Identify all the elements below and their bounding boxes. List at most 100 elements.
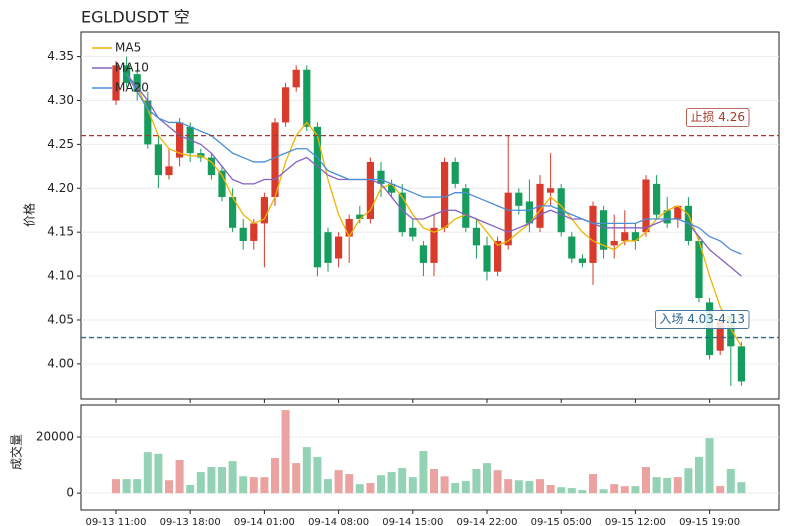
volume-bar xyxy=(398,468,407,494)
volume-bar xyxy=(557,487,566,494)
legend-label: MA20 xyxy=(115,81,149,95)
candle-body xyxy=(642,179,650,233)
y-tick-label: 0 xyxy=(66,486,74,500)
price-panel xyxy=(80,31,780,400)
volume-bar xyxy=(175,460,184,494)
candle-body xyxy=(419,245,427,263)
y-tick-label: 4.30 xyxy=(47,93,74,107)
candle-body xyxy=(377,170,385,184)
volume-bar xyxy=(143,452,152,494)
candle-body xyxy=(165,166,173,176)
candle-body xyxy=(631,232,639,241)
candle-body xyxy=(547,188,555,193)
volume-bar xyxy=(631,486,640,494)
candle-body xyxy=(430,227,438,263)
volume-bar xyxy=(302,447,311,494)
level-label: 入场 4.03-4.13 xyxy=(659,312,745,326)
candle-body xyxy=(727,315,735,347)
volume-bar xyxy=(281,410,290,494)
legend-label: MA10 xyxy=(115,61,149,75)
candle-body xyxy=(695,240,703,299)
y-tick-label: 4.35 xyxy=(47,49,74,63)
level-label: 止损 4.26 xyxy=(690,110,745,124)
legend-label: MA5 xyxy=(115,41,141,55)
volume-bar xyxy=(589,474,597,494)
volume-bar xyxy=(525,481,534,494)
ma-line xyxy=(126,73,742,255)
volume-bar xyxy=(419,451,428,494)
candle-body xyxy=(398,192,406,233)
candle-body xyxy=(313,126,321,268)
volume-bar xyxy=(186,485,195,494)
volume-bar xyxy=(663,477,672,494)
volume-bar xyxy=(461,481,470,494)
candle-body xyxy=(653,183,661,215)
candle-body xyxy=(578,258,586,263)
volume-bar xyxy=(737,482,746,494)
y-tick-label: 4.10 xyxy=(47,269,74,283)
candle-body xyxy=(144,100,152,145)
volume-bar xyxy=(493,470,502,494)
candle-body xyxy=(716,319,724,351)
volume-bar xyxy=(133,479,142,494)
x-tick-label: 09-13 18:00 xyxy=(160,517,221,526)
candle-body xyxy=(737,346,745,382)
volume-bar xyxy=(472,469,481,494)
x-tick-label: 09-13 11:00 xyxy=(85,517,146,526)
volume-bar xyxy=(430,469,438,494)
y-axis-label: 价格 xyxy=(22,203,37,227)
volume-bar xyxy=(695,456,703,494)
volume-axis-label: 成交量 xyxy=(9,434,24,470)
x-tick-label: 09-15 19:00 xyxy=(679,517,740,526)
volume-bar xyxy=(313,456,322,494)
x-tick-label: 09-14 22:00 xyxy=(456,517,517,526)
candle-body xyxy=(451,161,459,184)
candle-body xyxy=(525,201,533,224)
volume-bar xyxy=(324,479,332,494)
candle-body xyxy=(356,214,364,220)
y-tick-label: 4.05 xyxy=(47,312,74,326)
volume-bar xyxy=(408,477,417,494)
volume-bar xyxy=(196,472,205,494)
volume-bar xyxy=(504,479,513,494)
ma-line xyxy=(126,73,742,347)
x-tick-label: 09-15 05:00 xyxy=(531,517,592,526)
volume-bar xyxy=(440,476,449,494)
x-tick-label: 09-14 01:00 xyxy=(234,517,295,526)
candle-body xyxy=(250,223,258,241)
candle-body xyxy=(239,227,247,241)
candle-body xyxy=(133,74,141,92)
volume-bar xyxy=(483,463,491,494)
candle-body xyxy=(600,210,608,250)
candle-body xyxy=(207,157,215,176)
volume-bar xyxy=(112,479,120,494)
candle-body xyxy=(176,122,184,158)
volume-bar xyxy=(514,480,523,494)
candle-body xyxy=(462,188,470,228)
volume-bar xyxy=(260,477,269,494)
candle-body xyxy=(324,232,332,263)
volume-bar xyxy=(239,476,248,494)
volume-panel xyxy=(80,404,780,511)
candle-body xyxy=(260,197,268,224)
candle-body xyxy=(366,161,374,220)
volume-bar xyxy=(228,461,237,494)
volume-bar xyxy=(207,467,216,494)
volume-bar xyxy=(610,484,619,494)
level-label-box xyxy=(655,310,750,329)
volume-bar xyxy=(642,467,650,494)
candle-body xyxy=(271,122,279,198)
volume-bar xyxy=(292,463,301,494)
volume-bar xyxy=(218,467,226,494)
volume-bar xyxy=(620,486,629,494)
candle-body xyxy=(494,240,502,272)
volume-bar xyxy=(334,470,343,494)
volume-bar xyxy=(387,472,396,494)
volume-bar xyxy=(451,483,460,494)
candle-body xyxy=(292,69,300,88)
candle-body xyxy=(589,205,597,263)
x-tick-label: 09-15 12:00 xyxy=(605,517,666,526)
y-tick-label: 4.15 xyxy=(47,225,74,239)
volume-bar xyxy=(705,438,714,494)
volume-bar xyxy=(684,468,693,494)
